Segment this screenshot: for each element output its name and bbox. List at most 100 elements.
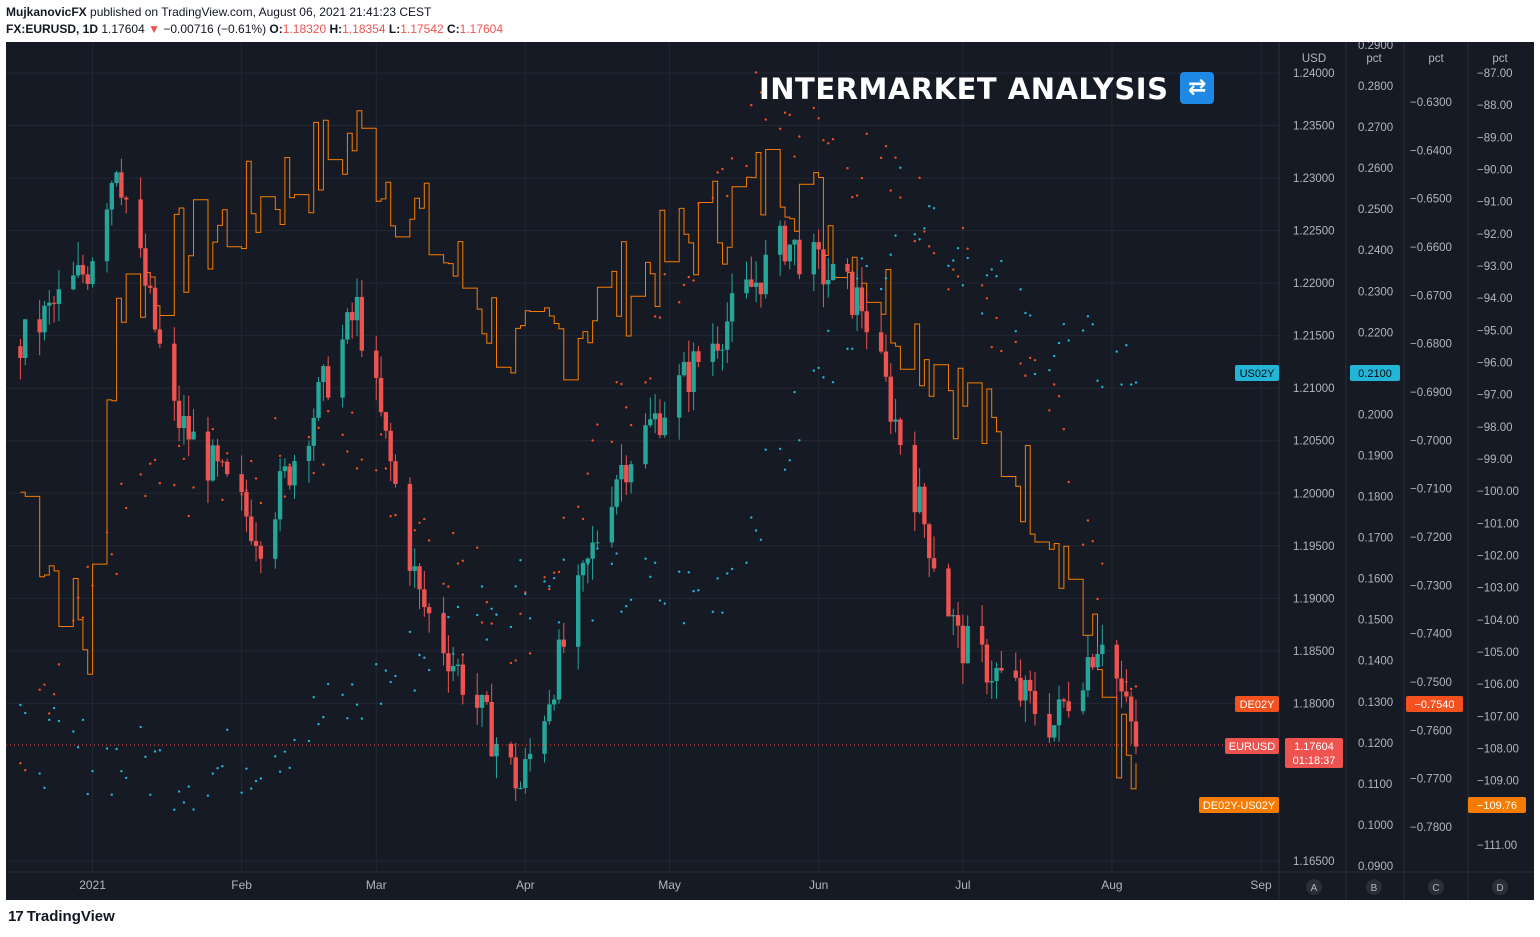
candle-body xyxy=(619,465,624,480)
candle-body xyxy=(23,319,28,359)
us02y-point xyxy=(1000,259,1003,263)
candle-body xyxy=(1052,725,1057,738)
chart-canvas[interactable]: 2021 Feb Mar Apr May Jun Jul Aug Sep USD 1.24000 1.… xyxy=(6,42,1534,900)
candle-body xyxy=(1124,691,1129,697)
us02y-point xyxy=(490,607,493,610)
de02y-point xyxy=(442,582,445,585)
candle-body xyxy=(422,589,427,608)
candle-body xyxy=(306,445,312,462)
de02y-point xyxy=(346,450,349,453)
candle-body xyxy=(989,681,994,683)
de02y-point xyxy=(822,138,825,142)
candle-body xyxy=(585,558,591,563)
de02y-point xyxy=(827,142,830,145)
de02y-point xyxy=(105,531,109,534)
usd-tick-label: 1.23000 xyxy=(1293,173,1335,185)
candle-body xyxy=(311,417,316,446)
de02y-point xyxy=(726,194,729,198)
candle-body xyxy=(1023,679,1028,701)
pct-d-tick-label: −87.00 xyxy=(1477,68,1513,80)
de02y-point xyxy=(173,483,176,487)
candle-body xyxy=(994,667,999,682)
us02y-point xyxy=(105,747,109,750)
us02y-point xyxy=(389,680,392,684)
candle-body xyxy=(172,343,177,401)
de02y-point xyxy=(778,127,782,130)
candle-body xyxy=(782,225,788,262)
us02y-point xyxy=(1019,288,1022,291)
candle-body xyxy=(292,461,297,486)
us02y-point xyxy=(879,287,883,291)
pct-d-tick-label: −93.00 xyxy=(1477,261,1513,273)
candle-body xyxy=(758,282,764,295)
pct-c-tick-label: −0.7300 xyxy=(1410,580,1452,592)
us02y-point xyxy=(894,234,897,237)
candle-body xyxy=(90,261,95,284)
candle-body xyxy=(239,474,244,493)
de02y-point xyxy=(394,513,397,517)
de02y-point xyxy=(427,539,431,542)
candle-body xyxy=(927,524,932,559)
pct-c-tick-label: −0.6300 xyxy=(1410,97,1452,109)
us02y-point xyxy=(677,570,681,573)
us02y-point xyxy=(615,552,618,555)
de02y-point xyxy=(1067,480,1070,484)
pane-badge xyxy=(1492,879,1508,895)
eurusd-tag: EURUSD xyxy=(1229,741,1276,753)
pct-d-tick-label: −100.00 xyxy=(1477,486,1519,498)
us02y-point xyxy=(759,538,763,541)
candle-body xyxy=(1095,653,1100,668)
candle-body xyxy=(710,343,716,362)
chart-area[interactable]: 2021 Feb Mar Apr May Jun Jul Aug Sep USD 1.24000 1.… xyxy=(6,42,1534,900)
candle-body xyxy=(475,694,480,708)
pct-d-tick-label: −94.00 xyxy=(1477,293,1513,305)
pct-d-tick-label: −108.00 xyxy=(1477,744,1519,756)
de02y-point xyxy=(889,189,892,192)
us02y-point xyxy=(283,750,287,753)
candle-body xyxy=(931,558,937,569)
us02y-point xyxy=(961,284,965,287)
candle-body xyxy=(350,312,355,321)
low-value: 1.17542 xyxy=(400,22,444,36)
pct-d-tick-label: −107.00 xyxy=(1477,711,1519,723)
candle-body xyxy=(984,644,990,683)
candle-body xyxy=(152,287,158,330)
symbol-label[interactable]: FX:EURUSD, 1D xyxy=(6,22,99,36)
us02y-point xyxy=(240,791,243,794)
us02y-point xyxy=(52,706,56,710)
pct-b-tick-label: 0.1400 xyxy=(1358,656,1393,668)
down-arrow-icon: ▼ xyxy=(148,22,160,36)
de02y-point xyxy=(1048,409,1051,412)
de02y-point xyxy=(509,661,513,665)
us02y-point xyxy=(355,703,359,706)
candle-body xyxy=(523,759,528,789)
open-value: 1.18320 xyxy=(282,22,327,36)
us02y-point xyxy=(596,547,599,550)
pct-d-tick-label: −92.00 xyxy=(1477,229,1513,241)
us02y-point xyxy=(1053,354,1056,358)
de02y-point xyxy=(1101,562,1104,565)
candle-body xyxy=(494,743,499,757)
close-label: C: xyxy=(446,22,460,36)
candle-body xyxy=(547,704,552,722)
tradingview-logo[interactable]: 17 TradingView xyxy=(8,908,115,925)
us02y-point xyxy=(692,589,695,593)
us02y-point xyxy=(57,719,61,723)
us02y-point xyxy=(745,561,748,564)
us02y-point xyxy=(730,567,734,571)
us02y-point xyxy=(822,376,825,379)
ohlc-legend: FX:EURUSD, 1D 1.17604 ▼ −0.00716 (−0.61%… xyxy=(6,22,503,36)
author-name[interactable]: MujkanovicFX xyxy=(6,5,87,19)
de02y-point xyxy=(490,622,493,625)
us02y-point xyxy=(19,703,22,707)
de02y-point xyxy=(980,284,984,287)
de02y-point xyxy=(956,275,960,278)
candle-body xyxy=(340,339,345,398)
de02y-point xyxy=(351,411,354,414)
pct-c-tick-label: −0.6600 xyxy=(1410,242,1452,254)
pct-d-tick-label: −102.00 xyxy=(1477,551,1519,563)
us02y-point xyxy=(1091,323,1094,326)
candle-body xyxy=(1080,690,1086,712)
tv-logo-icon: 17 xyxy=(8,908,24,925)
de02y-point xyxy=(456,562,460,565)
